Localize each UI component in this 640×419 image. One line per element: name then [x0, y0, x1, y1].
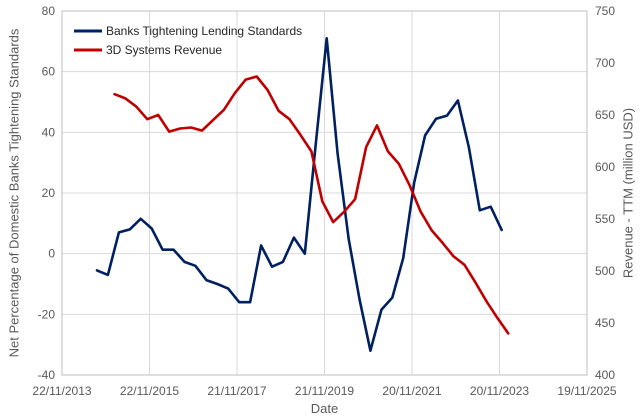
legend: Banks Tightening Lending Standards 3D Sy… — [74, 24, 302, 57]
y-left-tick-label: 20 — [42, 186, 56, 200]
y-left-tick-label: 60 — [42, 65, 56, 79]
y-left-tick-label: 40 — [42, 125, 56, 139]
series-line-banks — [95, 36, 504, 353]
right-axis-title: Revenue - TTM (million USD) — [621, 108, 636, 278]
x-tick-label: 21/11/2019 — [295, 384, 354, 398]
x-tick-label: 20/11/2023 — [470, 384, 529, 398]
y-right-tick-label: 500 — [595, 264, 615, 278]
y-right-tick-label: 650 — [595, 108, 615, 122]
left-axis-title: Net Percentage of Domestic Banks Tighten… — [7, 28, 22, 357]
y-right-tick-label: 400 — [595, 368, 615, 382]
y-right-tick-label: 450 — [595, 316, 615, 330]
y-right-tick-label: 600 — [595, 160, 615, 174]
y-left-tick-label: -40 — [38, 368, 56, 382]
legend-label-revenue: 3D Systems Revenue — [106, 43, 222, 57]
x-tick-label: 22/11/2015 — [120, 384, 179, 398]
y-left-tick-label: -20 — [38, 307, 56, 321]
y-right-tick-label: 700 — [595, 56, 615, 70]
axes — [61, 10, 588, 376]
y-right-tick-label: 750 — [595, 4, 615, 18]
x-axis-title: Date — [311, 401, 338, 416]
x-tick-label: 19/11/2025 — [557, 384, 616, 398]
x-tick-label: 21/11/2017 — [207, 384, 266, 398]
legend-label-banks: Banks Tightening Lending Standards — [106, 24, 302, 38]
series-group — [95, 36, 510, 353]
y-left-tick-label: 80 — [42, 4, 56, 18]
x-tick-label: 20/11/2021 — [382, 384, 441, 398]
x-tick-label: 22/11/2013 — [32, 384, 91, 398]
y-right-tick-label: 550 — [595, 212, 615, 226]
tick-labels: -40 -20 0 20 40 60 80 22/11/2013 22/11/2015 21/11… — [32, 4, 616, 398]
plot-area-border — [61, 10, 588, 376]
y-left-tick-label: 0 — [48, 247, 55, 261]
series-line-revenue — [113, 75, 510, 335]
